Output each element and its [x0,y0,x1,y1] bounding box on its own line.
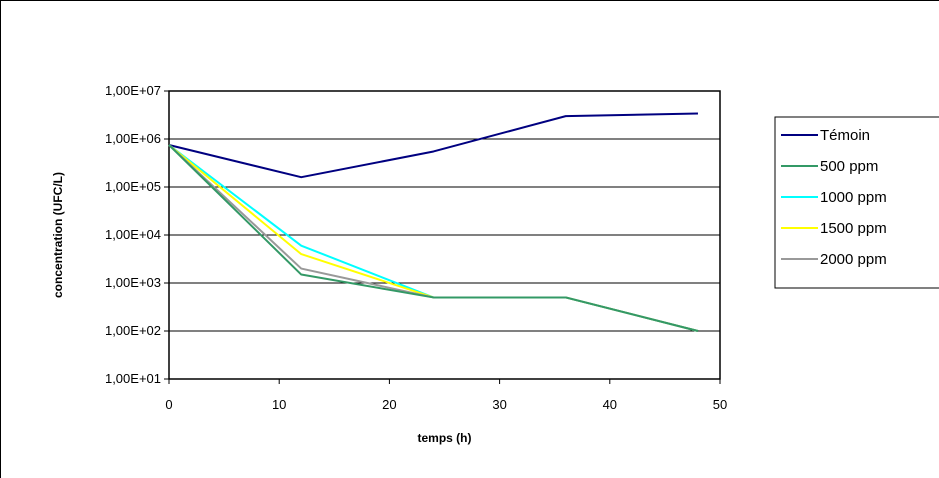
legend-label: Témoin [820,127,870,144]
y-tick-label: 1,00E+03 [105,275,161,290]
series-line-t-moin [168,112,698,179]
x-tick-label: 30 [492,397,506,412]
series-line-1500-ppm [168,144,699,332]
legend-label: 1500 ppm [820,220,887,237]
legend: Témoin 500 ppm 1000 ppm 1500 ppm 2000 ppm [774,116,939,289]
x-tick-label: 20 [382,397,396,412]
y-tick-label: 1,00E+02 [105,323,161,338]
series-line-500-ppm [168,144,699,332]
x-tick-label: 50 [713,397,727,412]
grid-lines [169,138,720,332]
y-tick-label: 1,00E+04 [105,227,161,242]
y-axis-title: concentration (UFC/L) [51,172,65,298]
x-tick-label: 40 [603,397,617,412]
series-lines [168,112,699,332]
y-tick-label: 1,00E+06 [105,131,161,146]
y-axis-ticks: 1,00E+01 1,00E+02 1,00E+03 1,00E+04 1,00E+05… [105,83,169,386]
y-tick-label: 1,00E+07 [105,83,161,98]
legend-label: 500 ppm [820,158,878,175]
x-tick-label: 10 [272,397,286,412]
y-tick-label: 1,00E+01 [105,371,161,386]
series-line-1000-ppm [168,144,699,332]
legend-label: 2000 ppm [820,251,887,268]
x-axis-title: temps (h) [418,431,472,445]
legend-label: 1000 ppm [820,189,887,206]
y-tick-label: 1,00E+05 [105,179,161,194]
series-line-2000-ppm [168,144,699,332]
x-axis-ticks: 0 10 20 30 40 50 [165,379,727,412]
x-tick-label: 0 [165,397,172,412]
